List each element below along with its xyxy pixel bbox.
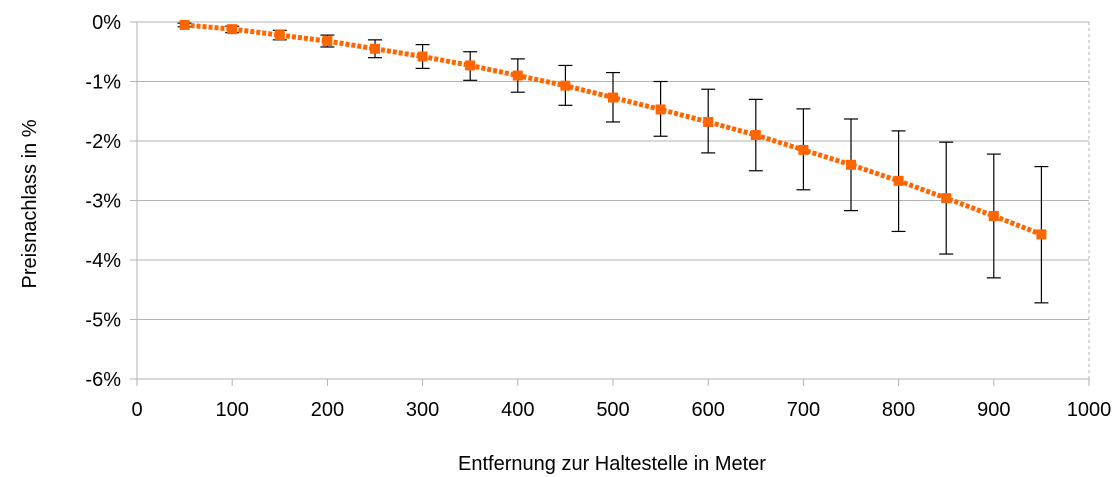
x-tick-label: 600 xyxy=(692,399,725,421)
data-point xyxy=(608,92,618,103)
grid-lines xyxy=(137,81,1089,320)
y-tick-label: -1% xyxy=(85,72,121,94)
x-axis-title: Entfernung zur Haltestelle in Meter xyxy=(458,453,766,475)
data-point xyxy=(750,130,761,141)
error-bars xyxy=(177,22,1049,304)
data-point xyxy=(417,51,428,62)
series-line xyxy=(184,22,1043,237)
data-point xyxy=(227,24,238,35)
data-point xyxy=(322,36,333,47)
data-point xyxy=(941,193,952,204)
data-point xyxy=(512,70,523,81)
y-tick-labels: 0% -1% -2% -3% -4% -5% -6% xyxy=(85,12,121,391)
x-tick-labels: 0 100 200 300 400 500 600 700 800 900 1000 xyxy=(131,399,1111,421)
axes xyxy=(130,21,1090,386)
data-point xyxy=(1036,229,1047,240)
x-tick-label: 900 xyxy=(977,399,1010,421)
data-point xyxy=(179,19,190,30)
y-tick-label: -6% xyxy=(85,369,121,391)
y-tick-label: 0% xyxy=(92,12,121,34)
y-tick-label: -3% xyxy=(85,191,121,213)
data-point xyxy=(893,175,904,186)
x-tick-label: 800 xyxy=(882,399,915,421)
data-point xyxy=(655,104,666,115)
x-tick-label: 0 xyxy=(131,399,142,421)
x-tick-label: 400 xyxy=(501,399,534,421)
x-tick-label: 700 xyxy=(787,399,820,421)
series-group xyxy=(179,19,1047,240)
y-tick-label: -5% xyxy=(85,310,121,332)
x-tick-label: 500 xyxy=(596,399,629,421)
x-tick-label: 100 xyxy=(216,399,249,421)
data-point xyxy=(798,144,809,155)
data-point xyxy=(703,116,714,127)
data-point xyxy=(370,43,380,54)
x-tick-label: 200 xyxy=(311,399,344,421)
data-point xyxy=(846,159,856,170)
x-tick-label: 300 xyxy=(406,399,439,421)
y-axis-title: Preisnachlass in % xyxy=(19,119,41,288)
y-tick-label: -4% xyxy=(85,250,121,272)
x-tick-label: 1000 xyxy=(1067,399,1112,421)
data-point xyxy=(988,210,999,221)
data-point xyxy=(465,60,476,71)
y-tick-label: -2% xyxy=(85,131,121,153)
data-point xyxy=(274,30,285,41)
data-point xyxy=(560,80,571,91)
